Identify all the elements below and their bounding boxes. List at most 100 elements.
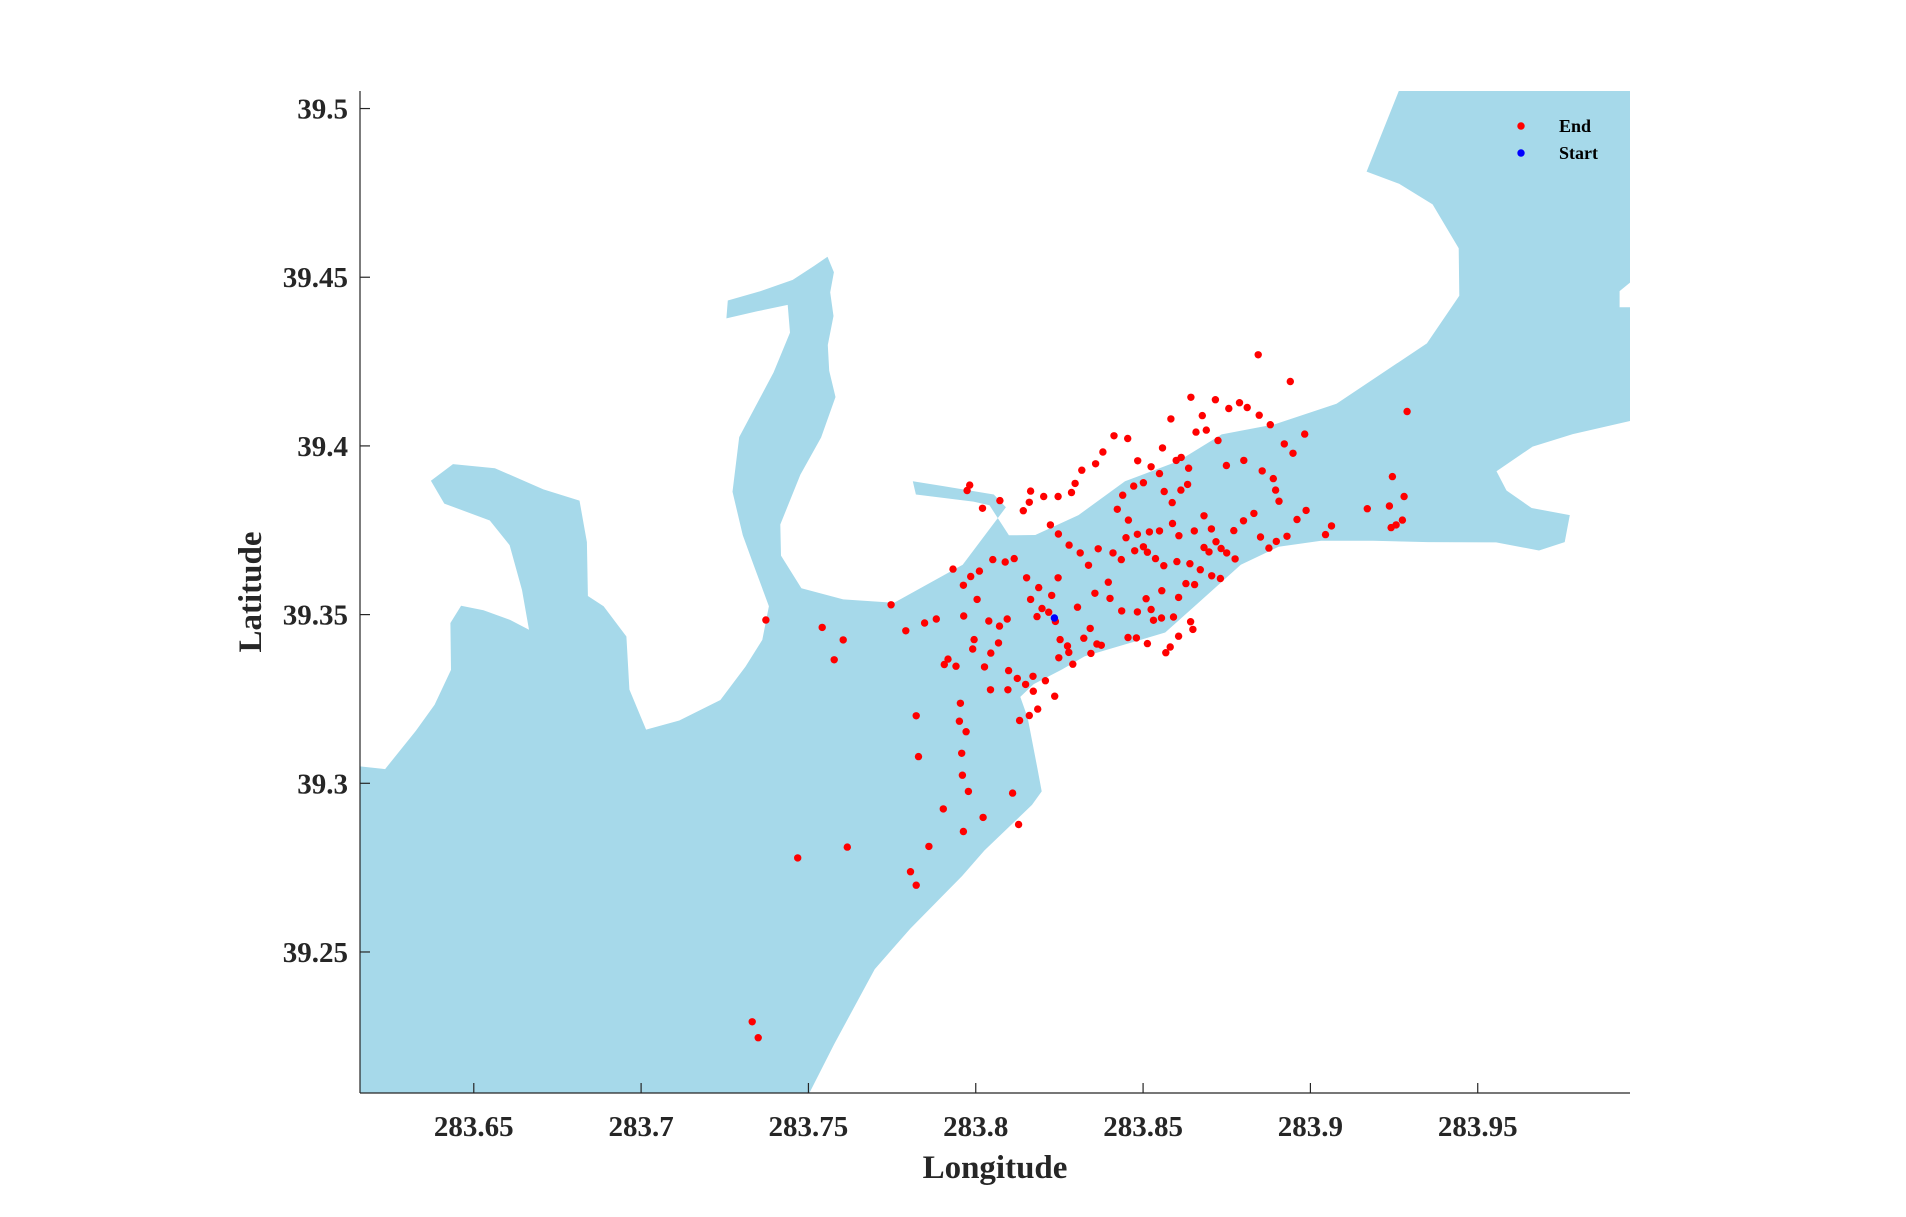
end-point — [1065, 648, 1073, 657]
end-point — [1134, 457, 1142, 465]
end-point — [1025, 711, 1034, 720]
end-point — [1289, 449, 1297, 457]
end-point — [1026, 595, 1035, 604]
end-point — [1400, 492, 1408, 501]
end-point — [1139, 543, 1148, 551]
end-point — [1200, 512, 1208, 520]
end-point — [1004, 686, 1012, 694]
end-point — [1155, 527, 1164, 535]
end-point — [1142, 595, 1150, 603]
end-point — [985, 617, 993, 625]
end-point — [1122, 534, 1130, 542]
start-point — [1050, 614, 1059, 622]
y-tick-label: 39.35 — [283, 600, 348, 632]
end-point — [1133, 608, 1142, 616]
legend-end-label: End — [1559, 116, 1591, 136]
end-point — [1160, 487, 1168, 496]
end-point — [1166, 643, 1174, 651]
legend-start-marker — [1517, 149, 1525, 157]
end-point — [1078, 466, 1086, 474]
y-ticks: 39.25 39.3 39.35 39.4 39.45 39.5 — [283, 94, 370, 969]
end-point — [986, 686, 995, 694]
end-point — [1302, 506, 1310, 515]
end-point — [1162, 649, 1170, 657]
end-point — [1065, 541, 1073, 549]
end-point — [1013, 674, 1021, 683]
end-point — [1200, 543, 1208, 552]
end-point — [843, 843, 851, 851]
end-point — [914, 752, 923, 761]
end-point — [830, 656, 838, 664]
end-point — [1398, 516, 1407, 524]
scatter-points — [748, 351, 1411, 1042]
end-point — [1087, 649, 1095, 658]
x-tick-label: 283.85 — [1103, 1111, 1183, 1143]
end-point — [1001, 558, 1009, 566]
end-point — [1084, 561, 1093, 569]
end-point — [1069, 660, 1077, 668]
end-point — [969, 645, 977, 653]
end-point — [1222, 461, 1231, 470]
end-point — [1177, 453, 1185, 462]
end-point — [1099, 448, 1107, 456]
end-point — [1275, 497, 1283, 505]
end-point — [1131, 547, 1139, 555]
end-point — [1147, 605, 1155, 614]
end-point — [1054, 530, 1063, 538]
end-point — [1186, 560, 1194, 568]
y-tick-label: 39.45 — [283, 262, 348, 294]
end-point — [1174, 593, 1183, 602]
end-point — [1041, 677, 1050, 685]
end-point — [940, 660, 948, 669]
end-point — [1029, 687, 1038, 695]
end-point — [1117, 555, 1126, 564]
end-point — [1385, 502, 1394, 510]
end-point — [1205, 548, 1213, 556]
end-point — [1094, 545, 1102, 553]
end-point — [1109, 549, 1117, 557]
end-point — [1022, 574, 1031, 582]
end-point — [1403, 407, 1411, 416]
end-point — [970, 635, 978, 644]
end-point — [1280, 440, 1289, 448]
end-point — [1266, 421, 1275, 429]
end-point — [1190, 580, 1199, 589]
x-tick-label: 283.95 — [1438, 1111, 1518, 1143]
end-point — [995, 622, 1004, 630]
end-point — [1250, 509, 1258, 518]
end-point — [1202, 426, 1211, 434]
y-tick-label: 39.4 — [297, 431, 348, 463]
end-point — [1167, 415, 1175, 423]
end-point — [1003, 615, 1011, 623]
end-point — [1183, 480, 1192, 489]
end-point — [964, 787, 973, 796]
end-point — [1143, 548, 1152, 556]
end-point — [1055, 654, 1063, 662]
end-point — [1168, 519, 1177, 528]
x-tick-label: 283.8 — [943, 1111, 1008, 1143]
x-tick-label: 283.75 — [769, 1111, 849, 1143]
end-point — [1104, 578, 1113, 586]
end-point — [973, 595, 981, 604]
end-point — [975, 567, 984, 575]
end-point — [1175, 532, 1183, 540]
end-point — [1192, 428, 1200, 436]
end-point — [1158, 444, 1167, 452]
legend-end-marker — [1517, 122, 1525, 130]
end-point — [962, 728, 970, 736]
x-tick-label: 283.65 — [434, 1111, 514, 1143]
end-point — [967, 572, 975, 581]
end-point — [1272, 537, 1281, 546]
end-point — [1254, 351, 1262, 359]
end-point — [912, 881, 920, 889]
end-point — [818, 623, 826, 632]
end-point — [955, 717, 964, 725]
end-point — [959, 827, 968, 836]
end-point — [1271, 486, 1280, 494]
end-point — [762, 616, 770, 624]
end-point — [1157, 614, 1166, 622]
end-point — [1269, 474, 1278, 483]
x-ticks: 283.65 283.7 283.75 283.8 283.85 283.9 283.95 — [434, 1083, 1518, 1143]
end-point — [952, 662, 960, 670]
